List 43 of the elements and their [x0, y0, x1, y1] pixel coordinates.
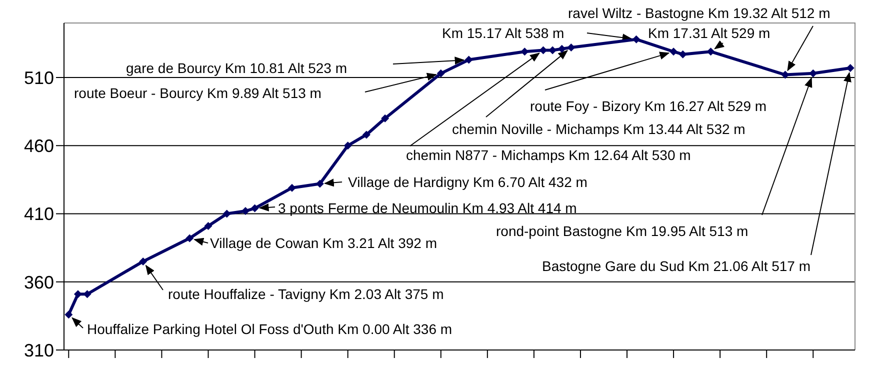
point — [670, 48, 678, 56]
point — [846, 64, 854, 72]
point — [632, 35, 640, 44]
annotation: chemin Noville - Michamps Km 13.44 Alt 532 m — [452, 121, 746, 137]
point — [204, 222, 212, 230]
point — [558, 44, 566, 53]
annotation: Village de Cowan Km 3.21 Alt 392 m — [210, 235, 437, 251]
point — [548, 46, 557, 54]
point — [250, 204, 259, 212]
point — [464, 56, 473, 64]
y-tick-label: 310 — [24, 340, 54, 360]
point — [567, 44, 576, 52]
point — [139, 257, 148, 266]
y-tick-label: 460 — [24, 136, 54, 156]
point — [64, 310, 73, 319]
point — [74, 290, 82, 298]
point — [706, 48, 715, 56]
point — [362, 130, 370, 139]
y-tick-label: 360 — [24, 272, 54, 292]
point — [381, 114, 390, 122]
annotation: Km 17.31 Alt 529 m — [648, 25, 770, 41]
y-tick-label: 410 — [24, 204, 54, 224]
annotation: Bastogne Gare du Sud Km 21.06 Alt 517 m — [542, 258, 811, 274]
annotation: route Foy - Bizory Km 16.27 Alt 529 m — [530, 98, 767, 114]
annotation: 3 ponts Ferme de Neumoulin Km 4.93 Alt 414 m — [278, 200, 577, 216]
point — [520, 48, 529, 56]
annotation: Km 15.17 Alt 538 m — [442, 25, 564, 41]
annotation: route Houffalize - Tavigny Km 2.03 Alt 375 m — [168, 286, 444, 302]
point — [222, 210, 231, 218]
point — [678, 50, 687, 58]
annotation: Houffalize Parking Hotel Ol Foss d'Outh Km 0.00 Alt 336 m — [87, 321, 452, 337]
annotation: route Boeur - Bourcy Km 9.89 Alt 513 m — [74, 85, 322, 101]
point — [436, 69, 445, 78]
point — [344, 142, 352, 150]
y-tick-label: 510 — [24, 68, 54, 88]
annotation: gare de Bourcy Km 10.81 Alt 523 m — [126, 60, 348, 76]
point — [288, 184, 296, 192]
point — [316, 180, 324, 188]
annotation: chemin N877 - Michamps Km 12.64 Alt 530 m — [406, 147, 691, 163]
point — [186, 234, 194, 242]
annotation: Village de Hardigny Km 6.70 Alt 432 m — [348, 174, 588, 190]
text: ravel Wiltz - Bastogne Km 19.32 Alt 512 m — [568, 5, 830, 21]
annotation: rond-point Bastogne Km 19.95 Alt 513 m — [496, 223, 748, 239]
